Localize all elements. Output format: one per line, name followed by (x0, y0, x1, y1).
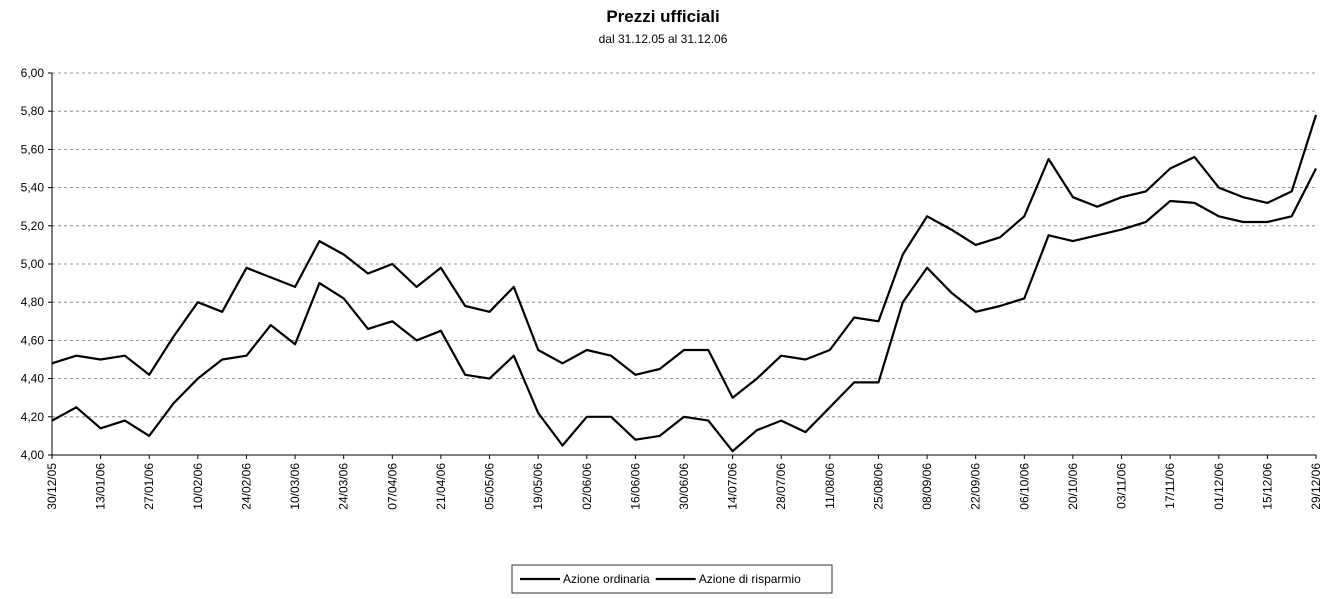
y-tick-label: 5,80 (21, 104, 45, 118)
series-line (51, 168, 1317, 453)
x-tick-label: 30/06/06 (677, 463, 691, 510)
x-tick-label: 25/08/06 (871, 463, 885, 510)
x-tick-label: 15/12/06 (1260, 463, 1274, 510)
x-tick-label: 14/07/06 (726, 463, 740, 510)
y-tick-label: 4,40 (21, 372, 45, 386)
x-tick-label: 19/05/06 (531, 463, 545, 510)
series-line (51, 114, 1318, 399)
x-tick-label: 17/11/06 (1163, 463, 1177, 509)
y-tick-label: 4,00 (21, 448, 45, 462)
y-tick-label: 4,80 (21, 295, 45, 309)
y-tick-label: 5,20 (21, 219, 45, 233)
legend: Azione ordinaria Azione di risparmio (511, 564, 833, 594)
x-tick-label: 05/05/06 (483, 463, 497, 510)
y-tick-label: 5,60 (21, 142, 45, 156)
y-tick-label: 4,20 (21, 410, 45, 424)
x-tick-label: 01/12/06 (1212, 463, 1226, 510)
chart-subtitle: dal 31.12.05 al 31.12.06 (599, 32, 728, 46)
x-tick-label: 10/03/06 (288, 463, 302, 510)
x-tick-label: 07/04/06 (385, 463, 399, 510)
x-tick-label: 08/09/06 (920, 463, 934, 510)
y-tick-label: 4,60 (21, 333, 45, 347)
x-tick-label: 21/04/06 (434, 463, 448, 510)
x-tick-label: 11/08/06 (823, 463, 837, 509)
legend-label: Azione di risparmio (699, 572, 801, 586)
x-tick-label: 16/06/06 (628, 463, 642, 510)
x-tick-label: 06/10/06 (1017, 463, 1031, 510)
x-tick-label: 13/01/06 (94, 463, 108, 510)
x-tick-label: 24/03/06 (337, 463, 351, 510)
x-tick-label: 28/07/06 (774, 463, 788, 510)
x-tick-label: 27/01/06 (142, 463, 156, 510)
y-tick-label: 6,00 (21, 66, 45, 80)
y-tick-label: 5,00 (21, 257, 45, 271)
x-tick-label: 10/02/06 (191, 463, 205, 510)
x-tick-label: 20/10/06 (1066, 463, 1080, 510)
x-tick-label: 30/12/05 (45, 463, 59, 510)
chart-title: Prezzi ufficiali (606, 7, 719, 26)
x-tick-label: 29/12/06 (1309, 463, 1323, 510)
x-tick-label: 24/02/06 (239, 463, 253, 510)
x-tick-label: 22/09/06 (969, 463, 983, 510)
legend-label: Azione ordinaria (563, 572, 650, 586)
y-tick-label: 5,40 (21, 181, 45, 195)
x-tick-label: 02/06/06 (580, 463, 594, 510)
x-tick-label: 03/11/06 (1115, 463, 1129, 509)
